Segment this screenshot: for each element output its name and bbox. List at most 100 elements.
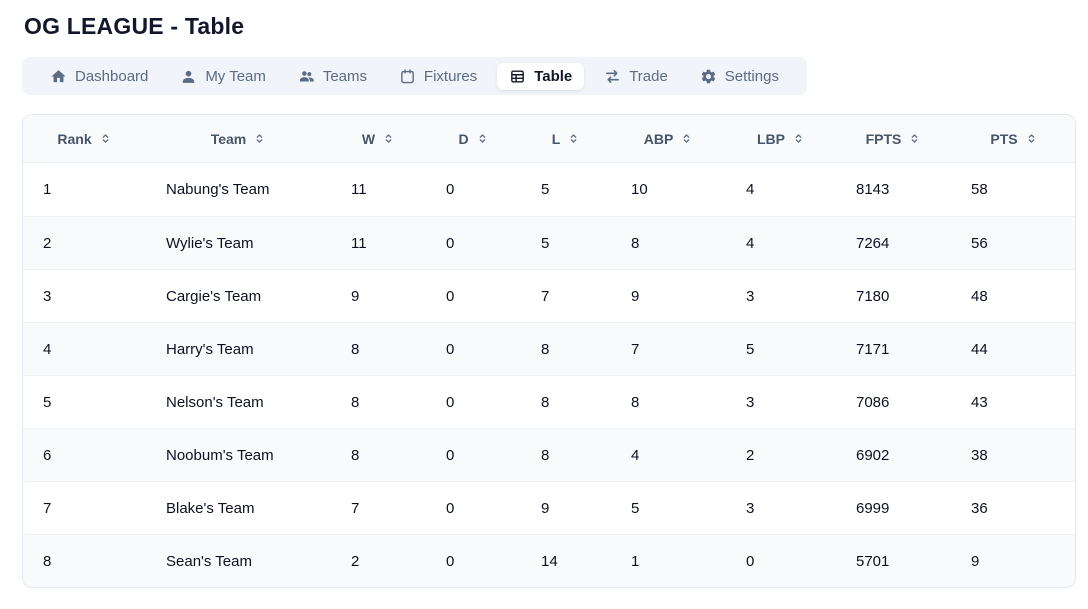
league-table: Rank Team W D L ABP LBP FPTS PTS 1 Nabung's Team 1…: [23, 115, 1075, 587]
cell-d: 0: [426, 534, 521, 587]
tab-fixtures[interactable]: Fixtures: [387, 63, 489, 90]
tab-my-team[interactable]: My Team: [168, 63, 278, 90]
page-title: OG LEAGUE - Table: [24, 13, 245, 39]
table-body: 1 Nabung's Team 11 0 5 10 4 8143 58 2 Wylie's Team…: [23, 163, 1075, 587]
cell-abp: 10: [631, 181, 648, 198]
column-header-l[interactable]: L: [521, 115, 611, 163]
column-header-content: FPTS: [866, 131, 922, 147]
cell-l: 5: [521, 216, 611, 269]
cell-l: 8: [521, 428, 611, 481]
cell-fpts: 7171: [836, 322, 951, 375]
cell-l: 5: [541, 181, 550, 198]
cell-d: 0: [426, 322, 521, 375]
sort-icon: [476, 131, 489, 146]
cell-lbp: 5: [726, 322, 836, 375]
column-label: LBP: [757, 130, 785, 147]
column-label: FPTS: [865, 130, 902, 147]
cell-d: 0: [426, 375, 521, 428]
column-label: L: [551, 130, 561, 147]
cell-lbp: 3: [726, 375, 836, 428]
sort-icon: [680, 131, 693, 146]
cell-pts: 43: [951, 375, 1075, 428]
column-header-d[interactable]: D: [426, 115, 521, 163]
cell-rank: 3: [23, 269, 146, 322]
table-row: 1 Nabung's Team 11 0 5 10 4 8143 58: [23, 163, 1075, 216]
cell-abp: 7: [611, 322, 726, 375]
table-row: 4 Harry's Team 8 0 8 7 5 7171 44: [23, 322, 1075, 375]
cell-pts: 36: [951, 481, 1075, 534]
table-row: 7 Blake's Team 7 0 9 5 3 6999 36: [23, 481, 1075, 534]
cell-rank: 8: [23, 534, 146, 587]
column-header-content: Rank: [57, 131, 111, 147]
cell-w: 11: [351, 181, 367, 198]
cell-lbp: 0: [726, 534, 836, 587]
cell-w: 8: [331, 375, 426, 428]
column-label: Rank: [57, 130, 92, 147]
column-header-fpts[interactable]: FPTS: [836, 115, 951, 163]
cell-w: 9: [331, 269, 426, 322]
column-label: PTS: [990, 130, 1018, 147]
cell-pts: 48: [951, 269, 1075, 322]
trade-arrows-icon: [604, 68, 621, 85]
cell-pts: 44: [951, 322, 1075, 375]
cell-w: 8: [331, 322, 426, 375]
cell-d: 0: [426, 216, 521, 269]
tab-label: Trade: [629, 67, 668, 85]
column-header-pts[interactable]: PTS: [951, 115, 1075, 163]
cell-fpts: 6902: [836, 428, 951, 481]
tab-label: Fixtures: [423, 67, 478, 85]
table-row: 8 Sean's Team 2 0 14 1 0 5701 9: [23, 534, 1075, 587]
sort-icon: [792, 131, 805, 146]
column-header-team[interactable]: Team: [146, 115, 331, 163]
column-header-lbp[interactable]: LBP: [726, 115, 836, 163]
column-header-w[interactable]: W: [331, 115, 426, 163]
cell-team: Sean's Team: [146, 534, 331, 587]
tab-label: Table: [534, 67, 573, 85]
sort-icon: [253, 131, 266, 146]
tab-label: Teams: [322, 67, 367, 85]
column-header-rank[interactable]: Rank: [23, 115, 146, 163]
cell-fpts: 8143: [856, 181, 890, 198]
tab-label: My Team: [205, 67, 266, 85]
tab-teams[interactable]: Teams: [286, 63, 379, 90]
user-icon: [180, 68, 197, 85]
cell-abp: 8: [611, 216, 726, 269]
column-label: D: [458, 130, 469, 147]
cell-rank: 1: [43, 181, 52, 198]
cell-team: Blake's Team: [146, 481, 331, 534]
table-row: 2 Wylie's Team 11 0 5 8 4 7264 56: [23, 216, 1075, 269]
sort-icon: [1025, 131, 1038, 146]
cell-pts: 38: [951, 428, 1075, 481]
cell-lbp: 4: [726, 216, 836, 269]
tab-trade[interactable]: Trade: [592, 63, 680, 90]
tab-dashboard[interactable]: Dashboard: [38, 63, 160, 90]
tab-bar: Dashboard My Team Teams Fixtures Table Trade S…: [22, 57, 807, 95]
page: OG LEAGUE - Table Dashboard My Team Teams F…: [22, 13, 1076, 588]
column-header-content: L: [552, 131, 581, 147]
cell-pts: 9: [951, 534, 1075, 587]
cell-l: 14: [521, 534, 611, 587]
cell-d: 0: [426, 481, 521, 534]
cell-l: 8: [521, 375, 611, 428]
home-icon: [50, 68, 67, 85]
header-row: Rank Team W D L ABP LBP FPTS PTS: [23, 115, 1075, 163]
sort-icon: [99, 131, 112, 146]
cell-pts: 56: [951, 216, 1075, 269]
column-header-content: W: [362, 131, 395, 147]
cell-abp: 8: [611, 375, 726, 428]
cell-lbp: 2: [726, 428, 836, 481]
tab-table[interactable]: Table: [497, 62, 585, 90]
cell-abp: 9: [611, 269, 726, 322]
tab-settings[interactable]: Settings: [688, 63, 791, 90]
column-header-abp[interactable]: ABP: [611, 115, 726, 163]
column-header-content: LBP: [757, 131, 805, 147]
cell-fpts: 7180: [836, 269, 951, 322]
calendar-icon: [399, 68, 416, 85]
column-header-content: D: [458, 131, 488, 147]
cell-d: 0: [426, 428, 521, 481]
column-label: W: [361, 130, 376, 147]
column-header-content: ABP: [644, 131, 694, 147]
column-label: ABP: [643, 130, 674, 147]
cell-abp: 5: [611, 481, 726, 534]
cell-w: 8: [331, 428, 426, 481]
